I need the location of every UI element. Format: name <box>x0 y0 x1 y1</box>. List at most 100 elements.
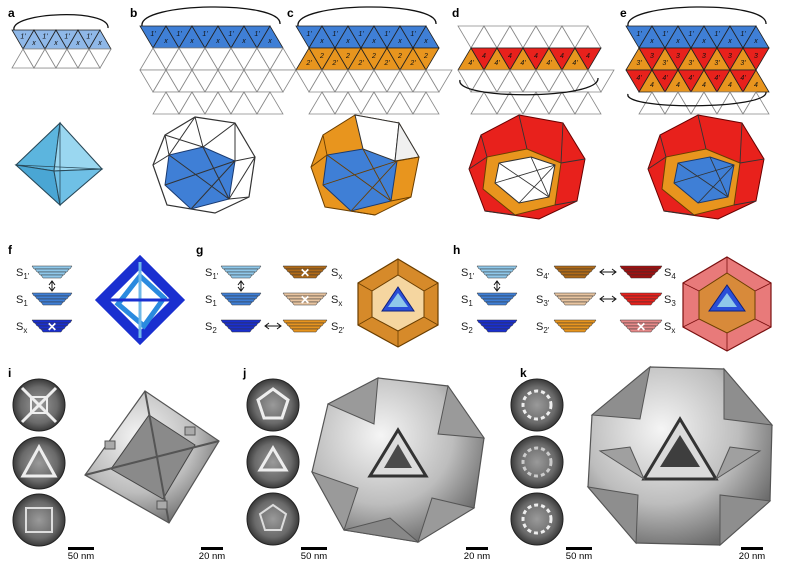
stack-h-s4p-layer-2 <box>559 271 591 276</box>
stack-g-sx-a-layer-0 <box>282 265 328 270</box>
stack-f-sx-layer-0 <box>31 319 73 324</box>
scalebar-i-left: 50 nm <box>64 547 98 562</box>
strip-d-r2-2-label: 4' <box>494 60 500 67</box>
strip-e-r2-4-label: 3' <box>688 60 694 67</box>
stack-g-sx-a-cross-icon: ✕ <box>300 266 310 280</box>
stack-g-s2-layer-1 <box>223 322 259 327</box>
strip-a-top-6-label: 1' <box>86 34 92 41</box>
strip-e-top-5-label: x <box>701 38 706 45</box>
stack-h-s1p-layer-1 <box>479 268 515 273</box>
strip-c-r4-8 <box>412 91 440 115</box>
strip-d-r2-3-label: 4 <box>508 53 512 60</box>
arrow-g-1 <box>237 280 245 292</box>
scalebar-j-left: 50 nm <box>297 547 331 562</box>
strip-b-top-7-label: x <box>241 38 246 45</box>
strip-e-top-8-label: 1' <box>740 31 746 38</box>
strip-d-r4-8 <box>574 91 602 115</box>
fold-arrow-b <box>141 6 281 27</box>
icosahedron-model-c <box>310 114 420 216</box>
strip-e-r3-6-label: 4' <box>714 75 720 82</box>
panel-label-h: h <box>453 243 461 257</box>
stack-h-s2p-layer-1 <box>556 322 594 327</box>
strip-e-top-7-label: x <box>727 38 732 45</box>
strip-b-top-2-label: 1' <box>176 31 182 38</box>
label-f-s1: S1 <box>16 294 28 309</box>
fold-arrow-a <box>13 14 109 31</box>
stack-h-s1-layer-2 <box>482 298 512 303</box>
strip-c-top-2-label: 1' <box>332 31 338 38</box>
strip-d-r2-4-label: 4' <box>520 60 526 67</box>
stack-h-s4p-layer-1 <box>556 268 594 273</box>
label-h-left-0: S1' <box>461 267 475 282</box>
stack-g-s2p-layer-1 <box>285 322 325 327</box>
strip-b-r4-8 <box>256 91 284 115</box>
strip-c-top-4-label: 1' <box>358 31 364 38</box>
class-averages-i <box>12 378 66 547</box>
strip-e-r2-6-label: 3' <box>714 60 720 67</box>
stack-h-sx-layer-0 <box>619 319 663 324</box>
strip-c-r2-3-label: 2 <box>345 53 350 60</box>
stack-g-s1p-layer-2 <box>226 271 256 276</box>
stack-h-s4-layer-0 <box>619 265 663 270</box>
stack-g-sx-b-layer-1 <box>285 295 325 300</box>
stack-h-s3p-layer-1 <box>556 295 594 300</box>
stack-g-s1-layer-0 <box>220 292 262 297</box>
strip-e-r2-2-label: 3' <box>662 60 668 67</box>
label-f-s1prime: S1' <box>16 267 30 282</box>
strip-b-r3-10 <box>269 69 297 93</box>
stack-h-s3-layer-3 <box>628 301 654 306</box>
stack-h-s1-layer-3 <box>485 301 509 306</box>
label-h-right-1: S3 <box>664 294 676 309</box>
icosahedron-model-d <box>468 114 586 220</box>
stack-f-sx-layer-2 <box>37 325 67 330</box>
strip-d-r2-5-label: 4 <box>534 53 538 60</box>
strip-c-top-0-label: 1' <box>306 31 312 38</box>
strip-a-bot2-6 <box>88 48 112 69</box>
arrow-h-1 <box>493 280 501 292</box>
strip-e-r3-1-label: 4 <box>650 82 654 89</box>
stack-f-sx-cross-icon: ✕ <box>47 320 57 334</box>
stack-g-s1-layer-1 <box>223 295 259 300</box>
strip-c-r2-2-label: 2' <box>331 60 338 67</box>
stack-h-s4-layer-2 <box>625 271 657 276</box>
stack-g-s2-layer-0 <box>220 319 262 324</box>
strip-e-r2-1-label: 3 <box>650 53 654 60</box>
triangle-strips: 1'x1'x1'x1'x1'x1'x1'x1'x1'x1'x1'x1'x1'x1… <box>11 25 770 115</box>
stack-icons: ✕ ✕ ✕ ✕ <box>31 265 663 334</box>
stack-h-s1-layer-0 <box>476 292 518 297</box>
strip-e-r3-9-label: 4 <box>754 82 758 89</box>
strip-e-r2-7-label: 3 <box>728 53 732 60</box>
strip-b-top-0-label: 1' <box>150 31 156 38</box>
strip-b-top-5-label: x <box>215 38 220 45</box>
fold-arrow-d <box>459 77 599 96</box>
panel-label-i: i <box>8 366 12 380</box>
octahedron-frame-f <box>94 254 186 346</box>
label-g-left-1: S1 <box>205 294 217 309</box>
label-h-left-1: S1 <box>461 294 473 309</box>
stack-f-s1-layer-3 <box>40 301 64 306</box>
stack-f-s1-layer-2 <box>37 298 67 303</box>
stack-h-sx-cross-icon: ✕ <box>636 320 646 334</box>
folding-arrows <box>13 6 767 107</box>
label-h-right-0: S4 <box>664 267 676 282</box>
stack-h-sx-layer-2 <box>625 325 657 330</box>
arrow-g-2 <box>264 322 282 330</box>
stack-h-s2p-layer-3 <box>562 328 588 333</box>
scalebar-k-left: 50 nm <box>562 547 596 562</box>
strip-e-top-1-label: x <box>649 38 654 45</box>
strip-e-r2-9 <box>742 47 770 71</box>
strip-c-r2-9 <box>412 47 440 71</box>
strip-d-r2-7-label: 4 <box>560 53 564 60</box>
strip-e-r3-0-label: 4' <box>636 75 642 82</box>
stack-h-s2-layer-1 <box>479 322 515 327</box>
strip-c-r2-0-label: 2' <box>305 60 312 67</box>
stack-h-s2-layer-2 <box>482 325 512 330</box>
strip-c-r2-5-label: 2 <box>371 53 376 60</box>
strip-c-r2-6-label: 2' <box>383 60 390 67</box>
strip-d-r2-1-label: 4 <box>482 53 486 60</box>
stack-g-sx-b-layer-0 <box>282 292 328 297</box>
fold-arrow-e-top <box>627 6 767 27</box>
scalebar-j-right: 20 nm <box>460 547 494 562</box>
stack-g-s2p-layer-2 <box>288 325 322 330</box>
